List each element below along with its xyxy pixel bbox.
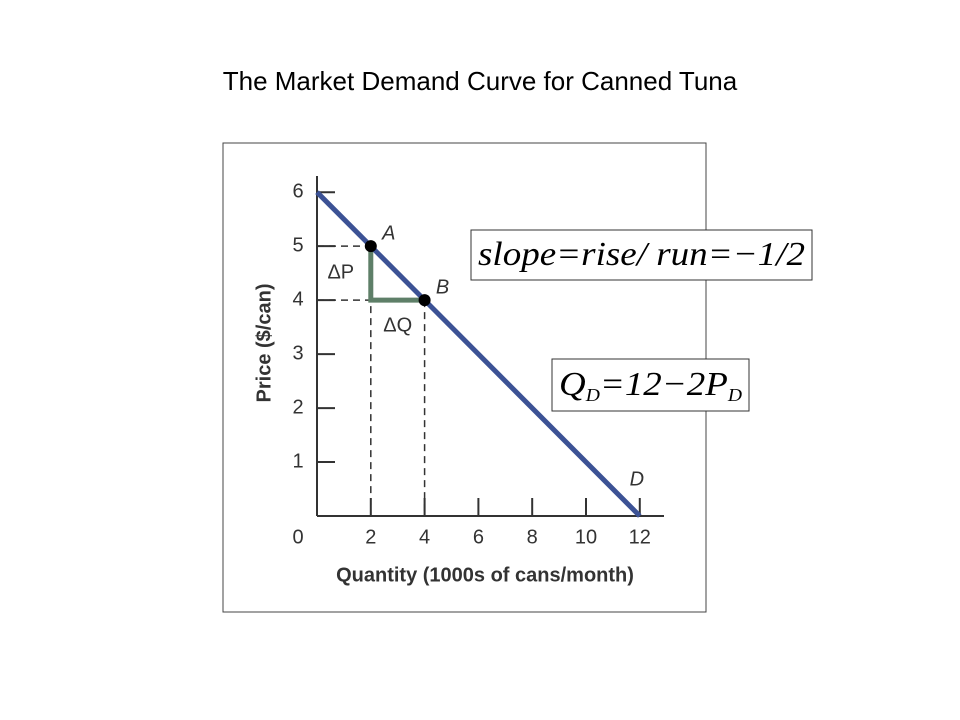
equation-box [551, 358, 750, 412]
equation: Q D=12−2P D [559, 366, 742, 405]
x-axis-label: Quantity (1000s of cans/month) [336, 564, 634, 586]
point-label: A [381, 222, 395, 244]
chart-title: The Market Demand Curve for Canned Tuna [223, 66, 738, 96]
point [418, 294, 431, 307]
delta-q-label: ΔQ [383, 314, 412, 336]
equation-part: D [585, 385, 600, 405]
equation-part: D [727, 385, 742, 405]
y-tick-label: 6 [292, 180, 303, 202]
x-tick-label: 10 [575, 526, 597, 548]
delta-p-label: ΔP [327, 261, 354, 283]
y-tick-label: 1 [292, 450, 303, 472]
equation: slope=rise/ run=−1/2 [478, 236, 805, 273]
y-tick-label: 5 [292, 234, 303, 256]
y-tick-label: 4 [292, 288, 303, 310]
delta-triangle [368, 246, 425, 303]
equation-part: slope=rise/ run=−1/2 [478, 236, 805, 273]
y-tick-label: 3 [292, 342, 303, 364]
x-tick-label: 2 [365, 526, 376, 548]
x-tick-label: 4 [419, 526, 430, 548]
x-tick-label: 6 [473, 526, 484, 548]
series-label: D [630, 468, 644, 490]
x-tick-label: 12 [629, 526, 651, 548]
point-label: B [436, 276, 449, 298]
equation-box [470, 229, 813, 281]
y-tick-label: 2 [292, 396, 303, 418]
x-tick-label: 8 [527, 526, 538, 548]
point [364, 240, 377, 253]
equation-part: =12−2P [600, 366, 728, 403]
x-tick-label: 0 [292, 526, 303, 548]
y-axis-label: Price ($/can) [253, 284, 275, 403]
equation-part: Q [559, 366, 586, 403]
